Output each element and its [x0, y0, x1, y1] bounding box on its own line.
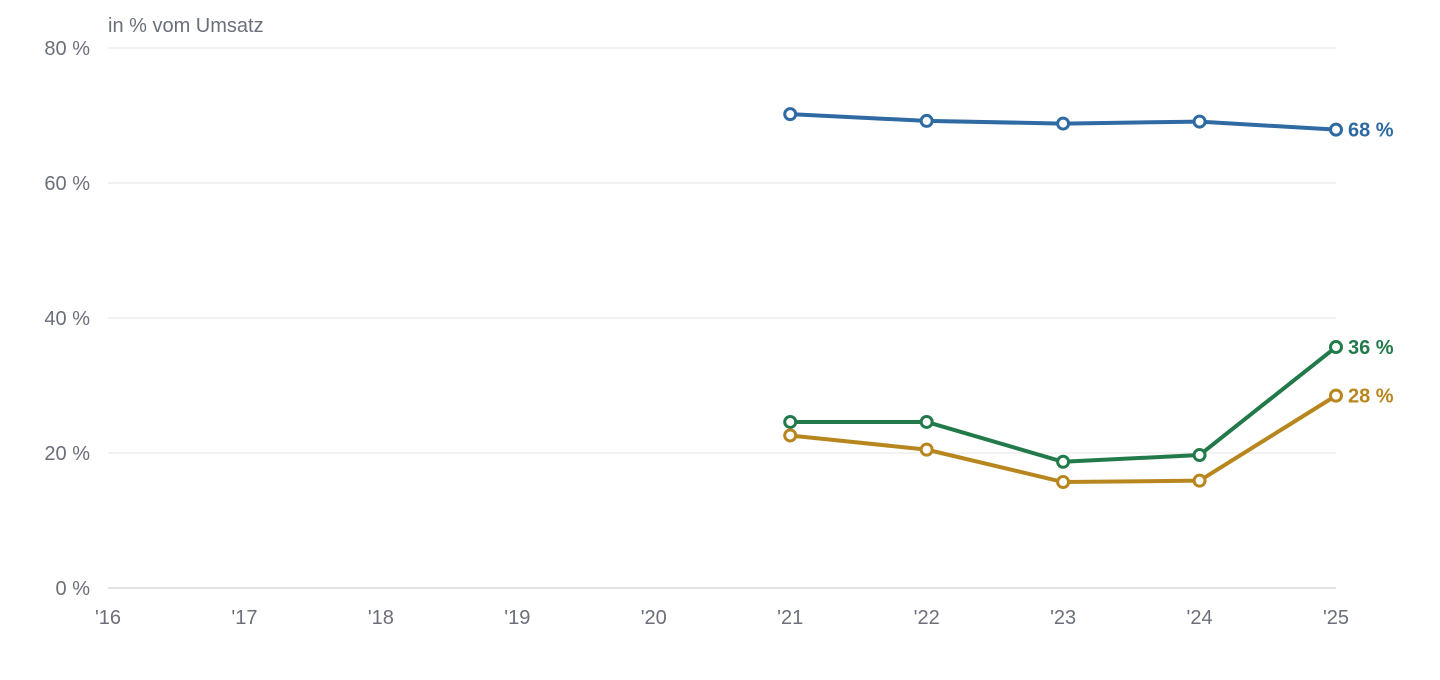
data-point: [1056, 475, 1071, 490]
x-tick-label: '21: [777, 607, 803, 629]
grid-lines: [108, 47, 1336, 589]
y-axis-unit-label: in % vom Umsatz: [108, 15, 264, 37]
end-value-label: 28 %: [1348, 386, 1394, 408]
data-point: [783, 414, 798, 429]
data-point: [1056, 116, 1071, 131]
data-point: [1192, 473, 1207, 488]
data-point: [783, 428, 798, 443]
series-3: [783, 388, 1343, 490]
y-tick-label: 0 %: [56, 578, 91, 600]
data-point: [1192, 448, 1207, 463]
y-tick-label: 80 %: [44, 38, 90, 60]
end-value-label: 68 %: [1348, 120, 1394, 142]
series-2: [783, 340, 1343, 469]
x-tick-label: '25: [1323, 607, 1349, 629]
series-1: [783, 107, 1343, 137]
x-tick-label: '19: [504, 607, 530, 629]
series-line: [788, 393, 1338, 485]
x-tick-label: '22: [914, 607, 940, 629]
series-lines: [783, 107, 1343, 490]
end-labels: 68 % 36 % 28 %: [1348, 120, 1394, 408]
y-tick-label: 40 %: [44, 308, 90, 330]
x-tick-label: '17: [231, 607, 257, 629]
x-axis-ticks: '16 '17 '18 '19 '20 '21 '22 '23 '24 '25: [95, 607, 1349, 629]
data-point: [919, 113, 934, 128]
data-point: [1329, 340, 1343, 355]
x-tick-label: '16: [95, 607, 121, 629]
y-tick-label: 60 %: [44, 173, 90, 195]
x-tick-label: '23: [1050, 607, 1076, 629]
data-point: [1329, 122, 1343, 137]
end-value-label: 36 %: [1348, 337, 1394, 359]
x-tick-label: '18: [368, 607, 394, 629]
data-point: [1329, 388, 1343, 403]
y-axis-ticks: 0 % 20 % 40 % 60 % 80 %: [44, 38, 90, 600]
x-tick-label: '24: [1187, 607, 1213, 629]
data-point: [1192, 114, 1207, 129]
x-tick-label: '20: [641, 607, 667, 629]
data-point: [919, 442, 934, 457]
data-point: [919, 414, 934, 429]
data-point: [1056, 454, 1071, 469]
data-point: [783, 107, 798, 122]
y-tick-label: 20 %: [44, 443, 90, 465]
